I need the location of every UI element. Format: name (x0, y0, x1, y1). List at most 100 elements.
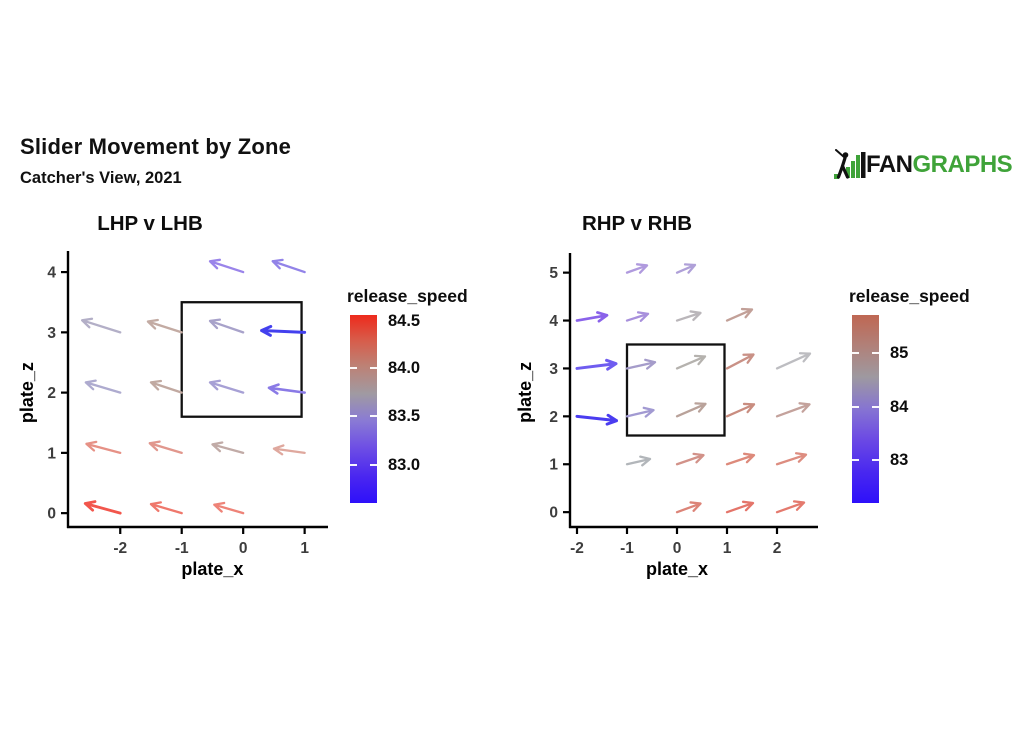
legend-tick (370, 414, 377, 417)
movement-arrow (625, 358, 657, 370)
legend-tick (852, 458, 859, 461)
movement-arrow (775, 452, 808, 466)
x-tick-label: 0 (673, 540, 682, 557)
movement-arrow (83, 500, 122, 515)
movement-arrow (725, 402, 756, 418)
legend-tick (370, 366, 377, 369)
movement-arrow (625, 263, 649, 274)
legend-rhp: release_speed 85 84 83 (849, 286, 999, 526)
movement-arrow (675, 354, 707, 370)
legend-tick-label: 84.0 (388, 358, 421, 377)
logo-graphs: GRAPHS (912, 151, 1013, 178)
x-tick-label: 1 (723, 540, 732, 557)
y-tick-label: 4 (549, 313, 558, 330)
legend-tick (872, 351, 879, 354)
x-axis-label: plate_x (181, 559, 243, 579)
legend-tick-label: 83.0 (388, 456, 421, 475)
movement-arrow (149, 501, 183, 515)
legend-lhp: release_speed 84.5 84.0 83.5 83.0 (347, 286, 497, 526)
chart-title: Slider Movement by Zone (20, 134, 292, 159)
y-tick-label: 2 (549, 409, 558, 426)
movement-arrow (80, 317, 122, 334)
legend-title: release_speed (347, 286, 468, 306)
legend-tick (852, 351, 859, 354)
legend-tick-label: 83.5 (388, 406, 421, 425)
legend-colorbar (350, 315, 377, 503)
movement-arrow (575, 413, 618, 426)
movement-arrow (267, 383, 306, 395)
x-tick-label: -1 (175, 540, 189, 557)
legend-tick (350, 366, 357, 369)
movement-arrow (675, 263, 697, 274)
quiver-plot-rhp: -2 -1 0 1 2 0 1 2 3 4 5 plate_x plate_z (515, 253, 818, 579)
panel-title-rhp: RHP v RHB (581, 212, 693, 235)
movement-arrow (625, 406, 655, 418)
movement-arrow (146, 318, 183, 334)
strike-zone (625, 343, 726, 437)
x-tick-label: -2 (113, 540, 127, 557)
movement-arrow (625, 311, 650, 322)
fangraphs-logo-icon (834, 149, 866, 179)
movement-arrow (675, 501, 702, 514)
legend-tick-label: 84.5 (388, 311, 421, 330)
movement-arrow (725, 452, 756, 466)
movement-arrow (725, 500, 755, 514)
legend-tick-label: 84 (890, 398, 909, 417)
strike-zone (180, 301, 303, 418)
movement-arrow (213, 501, 245, 515)
fangraphs-logo-text: FANGRAPHS (866, 149, 1013, 181)
movement-arrow (149, 379, 183, 394)
fangraphs-logo: FANGRAPHS (833, 149, 1013, 181)
chart-subtitle: Catcher's View, 2021 (20, 169, 182, 187)
x-tick-label: 2 (773, 540, 782, 557)
legend-tick (350, 464, 357, 467)
x-axis-label: plate_x (646, 559, 708, 579)
legend-tick-label: 85 (890, 343, 909, 362)
movement-arrow (208, 258, 245, 274)
x-tick-label: 1 (300, 540, 309, 557)
movement-arrow (84, 379, 122, 394)
movement-arrow (675, 452, 705, 466)
x-tick-label: -1 (620, 540, 634, 557)
quiver-plot-lhp: -2 -1 0 1 0 1 2 3 4 plate_x plate_z (17, 251, 328, 579)
legend-tick (370, 464, 377, 467)
movement-arrow (85, 440, 122, 455)
movement-arrow (625, 455, 652, 467)
x-tick-label: 0 (239, 540, 248, 557)
y-tick-label: 1 (47, 445, 56, 462)
y-axis-label: plate_z (17, 362, 37, 423)
y-tick-label: 4 (47, 265, 56, 282)
legend-title: release_speed (849, 286, 970, 306)
y-tick-label: 5 (549, 265, 558, 282)
logo-fan: FAN (866, 151, 913, 178)
panel-title-lhp: LHP v LHB (97, 212, 203, 235)
movement-arrow (725, 353, 755, 370)
movement-arrow (675, 310, 702, 322)
movement-arrow (725, 307, 754, 322)
movement-arrow (775, 352, 812, 370)
movement-arrow (211, 441, 245, 455)
y-tick-label: 1 (549, 457, 558, 474)
y-tick-label: 2 (47, 385, 56, 402)
movement-arrow (575, 358, 618, 371)
y-tick-label: 0 (549, 505, 558, 522)
movement-arrow (208, 318, 245, 334)
legend-tick (852, 406, 859, 409)
movement-arrow (775, 500, 806, 514)
movement-arrow (272, 444, 306, 456)
movement-arrow (260, 324, 307, 337)
y-tick-label: 3 (549, 361, 558, 378)
movement-arrow (775, 402, 811, 418)
movement-arrow (675, 402, 707, 418)
y-axis-label: plate_z (515, 362, 535, 423)
x-tick-label: -2 (570, 540, 584, 557)
y-tick-label: 3 (47, 325, 56, 342)
legend-tick (872, 458, 879, 461)
movement-arrow (575, 311, 609, 323)
movement-arrow (271, 258, 306, 274)
movement-arrow (208, 379, 245, 394)
y-tick-label: 0 (47, 506, 56, 523)
legend-tick-label: 83 (890, 450, 909, 469)
movement-arrow (148, 440, 183, 455)
